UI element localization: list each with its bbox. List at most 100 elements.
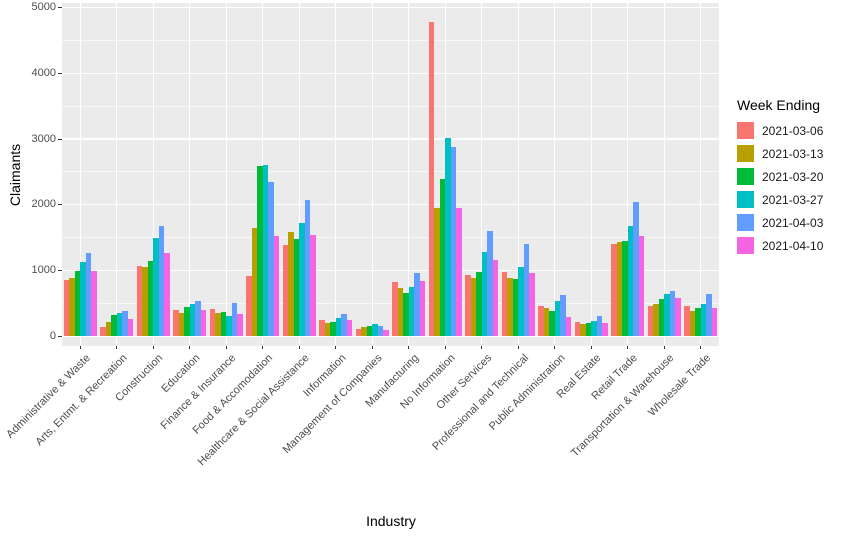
bar [523,243,530,336]
bar [178,312,185,336]
bar [695,307,701,336]
bar [383,329,389,336]
x-gridline [444,3,446,346]
y-tick-label: 0 [49,329,56,342]
bar [324,322,331,336]
x-tick-mark [590,346,592,349]
bar [580,324,586,336]
x-gridline [371,3,373,346]
y-axis-title: Claimants [7,143,23,207]
bar [647,305,654,336]
bar [684,305,690,336]
bar [481,252,488,336]
bar [293,238,300,336]
bar [158,226,165,336]
bar [335,317,342,336]
x-tick-mark [152,346,154,349]
legend-title: Week Ending [737,97,821,113]
x-tick-mark [408,346,410,349]
legend-label: 2021-03-27 [762,192,824,207]
bar [282,245,289,336]
x-tick-mark [700,346,702,349]
x-gridline [481,3,483,346]
y-tick-mark [58,138,62,140]
x-gridline [225,3,227,346]
x-tick-mark [225,346,227,349]
y-minor-gridline [62,237,719,239]
bar [246,275,252,336]
bar [304,199,311,336]
bar [507,277,513,336]
bar [512,278,519,336]
bar [288,231,294,336]
bar [189,304,196,336]
legend-label: 2021-03-13 [762,146,824,161]
bar [616,242,623,336]
x-gridline [335,3,337,346]
bar [268,182,274,336]
x-tick-mark [298,346,300,349]
legend-item: 2021-04-03 [737,214,823,231]
bar [330,321,336,336]
y-tick-label: 3000 [31,132,56,145]
bar [470,278,477,336]
x-gridline [116,3,118,346]
bar [319,319,325,336]
bar [501,272,508,336]
x-tick-mark [517,346,519,349]
bar [111,314,117,336]
y-major-gridline [62,72,719,75]
bar [69,277,75,336]
bar [251,228,258,336]
bar [237,314,243,336]
legend-label: 2021-04-03 [762,215,824,230]
x-gridline [262,3,264,346]
bar [226,316,232,336]
bar [164,253,170,336]
bar [63,279,70,336]
bar [153,238,159,336]
y-minor-gridline [62,40,719,42]
x-axis-title: Industry [366,513,416,529]
x-gridline [152,3,154,346]
x-gridline [590,3,592,346]
bar [434,208,440,336]
bar [262,164,269,336]
legend-item: 2021-03-20 [737,168,823,185]
bar [91,271,97,336]
bar [596,315,603,336]
bar [220,312,227,336]
bar [585,322,592,336]
bar [419,280,426,336]
x-gridline [554,3,556,346]
bar [184,306,190,336]
x-gridline [700,3,702,346]
bar [299,223,305,336]
bar [403,292,409,336]
bar [257,165,263,336]
bar [538,306,544,336]
bar [450,147,457,336]
bar [231,302,238,336]
bar [127,318,134,336]
y-tick-label: 1000 [31,264,56,276]
bar [518,266,524,336]
bar [310,235,316,336]
bar [689,311,696,336]
x-tick-mark [554,346,556,349]
bar [136,265,143,336]
bar [100,326,106,336]
legend-item: 2021-03-27 [737,191,823,208]
bar [611,243,617,336]
y-minor-gridline [62,302,719,304]
x-gridline [517,3,519,346]
x-tick-mark [444,346,446,349]
y-tick-label: 2000 [31,198,56,211]
x-tick-mark [79,346,81,349]
bar [392,281,398,336]
legend-item: 2021-03-13 [737,145,823,162]
bar [465,274,471,336]
bar [147,260,154,336]
x-tick-mark [262,346,264,349]
bar [700,303,707,336]
